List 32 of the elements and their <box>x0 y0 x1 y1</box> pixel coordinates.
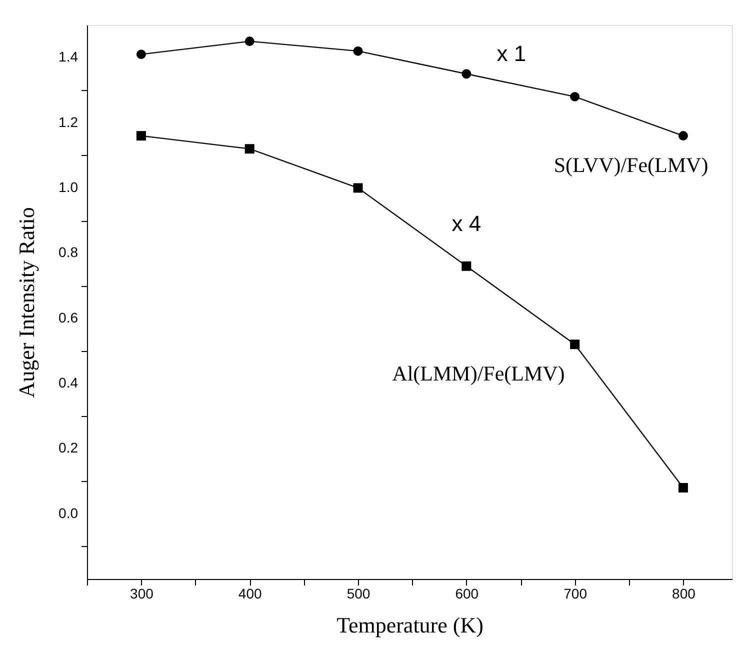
point <box>136 131 146 141</box>
x-tick-label: 800 <box>672 586 696 602</box>
y-tick-label: 0.2 <box>58 440 78 456</box>
point <box>462 69 472 79</box>
y-tick-label: 1.0 <box>58 178 78 195</box>
point <box>244 144 254 154</box>
y-tick-label: 1.4 <box>58 48 78 65</box>
y-tick-label: 0.8 <box>58 244 78 260</box>
point <box>136 50 146 60</box>
y-axis-title: Auger Intensity Ratio <box>14 207 39 398</box>
point <box>353 183 363 193</box>
x-axis-title: Temperature (K) <box>336 612 484 638</box>
y-tick-label: 0.0 <box>58 504 78 521</box>
point <box>678 131 688 141</box>
series-label: S(LVV)/Fe(LMV) <box>554 152 708 177</box>
point <box>570 92 580 102</box>
y-tick-label: 1.2 <box>58 114 78 130</box>
point <box>462 261 472 271</box>
x-tick-label: 500 <box>346 586 370 602</box>
point <box>244 36 254 46</box>
x-tick-label: 400 <box>238 586 262 602</box>
annotation: x 4 <box>452 211 482 236</box>
x-tick-label: 600 <box>455 586 479 602</box>
x-tick-label: 700 <box>564 586 588 602</box>
series-label: Al(LMM)/Fe(LMV) <box>392 361 565 386</box>
point <box>353 46 363 56</box>
y-tick-label: 0.6 <box>58 309 78 326</box>
annotation: x 1 <box>496 40 526 66</box>
y-tick-label: 0.4 <box>58 374 78 390</box>
point <box>678 483 688 492</box>
x-tick-label: 300 <box>130 586 154 602</box>
point <box>570 340 580 350</box>
